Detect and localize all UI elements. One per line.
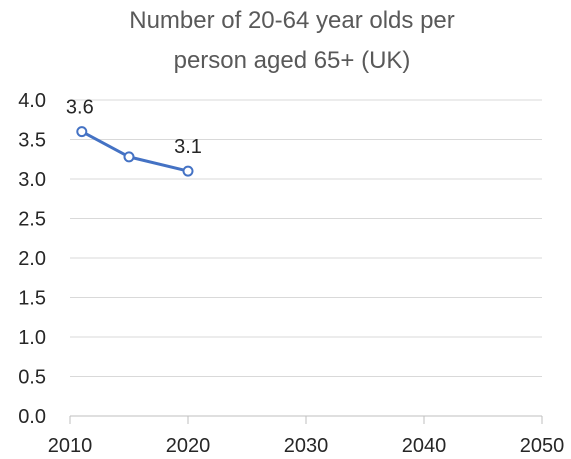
series-line (81, 130, 189, 173)
data-point (123, 151, 135, 163)
data-point (182, 165, 194, 177)
data-point (76, 126, 88, 138)
data-label: 3.6 (66, 97, 94, 119)
chart-title-line-2: person aged 65+ (UK) (174, 47, 411, 74)
x-tick-label: 2030 (284, 435, 329, 457)
y-tick-label: 0.0 (18, 406, 46, 428)
y-tick-label: 3.0 (18, 169, 46, 191)
y-tick-label: 2.5 (18, 209, 46, 231)
x-tick-label: 2010 (48, 435, 93, 457)
x-tick-label: 2050 (520, 435, 565, 457)
y-tick-label: 1.0 (18, 327, 46, 349)
axes: 0.0 0.5 1.0 1.5 2.0 2.5 3.0 3.5 4.0 2010 2020 2030 2… (18, 90, 564, 457)
series-layer: 3.6 3.1 (66, 97, 202, 177)
x-tick-label: 2020 (166, 435, 211, 457)
data-label: 3.1 (174, 136, 202, 158)
gridlines (70, 99, 542, 377)
chart-title-line-1: Number of 20-64 year olds per (129, 7, 455, 34)
y-tick-label: 2.0 (18, 248, 46, 270)
y-tick-label: 4.0 (18, 90, 46, 112)
x-tick-label: 2040 (402, 435, 447, 457)
y-tick-label: 3.5 (18, 130, 46, 152)
y-tick-label: 1.5 (18, 288, 46, 310)
y-tick-label: 0.5 (18, 367, 46, 389)
